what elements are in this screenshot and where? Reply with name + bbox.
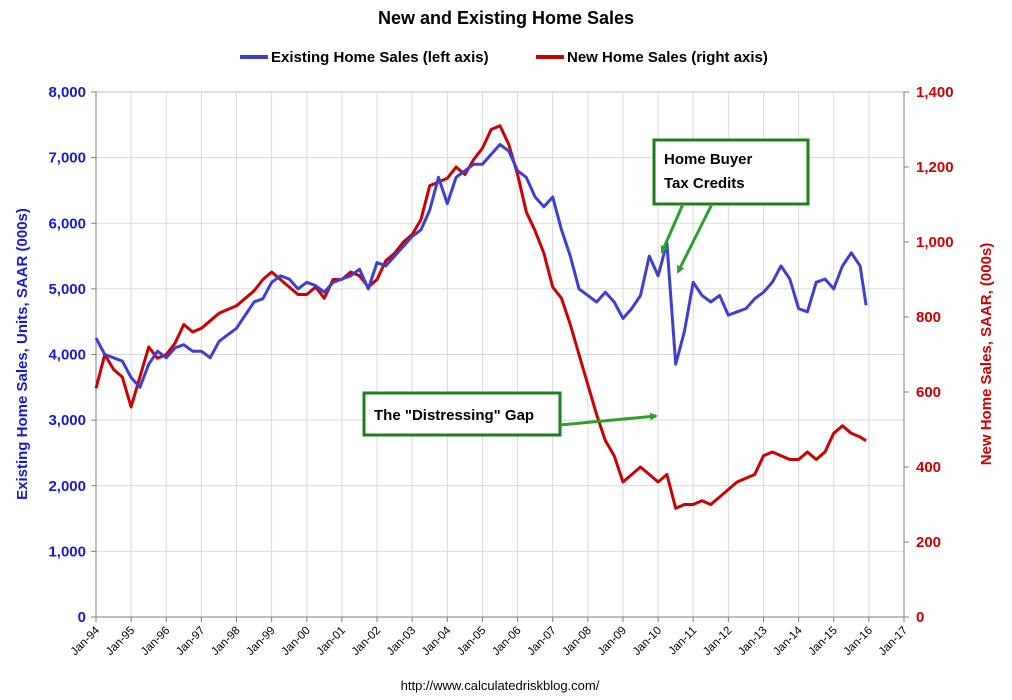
- legend-label-existing: Existing Home Sales (left axis): [271, 49, 489, 66]
- y-left-tick-label: 7,000: [48, 150, 86, 167]
- x-tick-label: Jan-03: [385, 625, 418, 658]
- annotation-box-distressing-gap: [362, 391, 562, 437]
- annotation-tax-credits-line2: Tax Credits: [664, 175, 745, 192]
- y-left-tick-label: 0: [78, 609, 86, 626]
- y-left-tick-label: 8,000: [48, 84, 86, 101]
- x-tick-label: Jan-07: [525, 625, 558, 658]
- arrow-tax-credit-first: [660, 203, 685, 254]
- annotation-distressing-gap: The "Distressing" Gap: [362, 391, 658, 437]
- x-tick-label: Jan-98: [209, 625, 242, 658]
- y-left-tick-label: 4,000: [48, 347, 86, 364]
- series-line-new-home-sales: [94, 124, 867, 510]
- arrow-distressing-gap: [559, 412, 658, 427]
- left-axis-ticks: 0 1,000 2,000 3,000 4,000 5,000 6,000 7,000 8,00…: [48, 84, 96, 626]
- annotation-tax-credits-line1: Home Buyer: [664, 151, 753, 168]
- legend-label-new: New Home Sales (right axis): [567, 49, 768, 66]
- x-tick-label: Jan-10: [631, 625, 664, 658]
- y-right-tick-label: 0: [916, 609, 924, 626]
- horizontal-gridlines: [96, 157, 904, 552]
- source-url: http://www.calculatedriskblog.com/: [401, 678, 600, 693]
- series-line-existing-home-sales: [94, 143, 868, 389]
- y-right-tick-label: 400: [916, 459, 941, 476]
- y-right-tick-label: 200: [916, 534, 941, 551]
- annotation-box-tax-credits: [652, 138, 810, 206]
- x-tick-label: Jan-12: [701, 625, 734, 658]
- x-tick-label: Jan-96: [139, 625, 172, 658]
- annotation-tax-credits: Home Buyer Tax Credits: [652, 138, 810, 274]
- x-tick-label: Jan-99: [244, 625, 277, 658]
- x-tick-label: Jan-04: [420, 624, 454, 658]
- y-left-tick-label: 1,000: [48, 543, 86, 560]
- x-tick-label: Jan-14: [771, 624, 805, 658]
- x-tick-label: Jan-08: [561, 625, 594, 658]
- x-tick-label: Jan-02: [350, 625, 383, 658]
- x-tick-label: Jan-95: [104, 625, 137, 658]
- y-right-tick-label: 800: [916, 309, 941, 326]
- x-tick-label: Jan-16: [842, 625, 875, 658]
- x-tick-label: Jan-97: [174, 625, 207, 658]
- x-axis-ticks: Jan-94 Jan-95 Jan-96 Jan-97 Jan-98 Jan-99 Jan-…: [69, 617, 910, 658]
- legend: Existing Home Sales (left axis) New Home…: [240, 49, 768, 66]
- y-right-tick-label: 1,000: [916, 234, 954, 251]
- chart-title: New and Existing Home Sales: [378, 8, 634, 28]
- x-tick-label: Jan-94: [69, 624, 103, 658]
- x-tick-label: Jan-01: [315, 625, 348, 658]
- y-right-tick-label: 1,400: [916, 84, 954, 101]
- right-axis-label: New Home Sales, SAAR, (000s): [978, 243, 995, 466]
- y-right-tick-label: 600: [916, 384, 941, 401]
- y-left-tick-label: 5,000: [48, 281, 86, 298]
- x-tick-label: Jan-13: [736, 625, 769, 658]
- right-axis-ticks: 0 200 400 600 800 1,000 1,200 1,400: [904, 84, 954, 626]
- x-tick-label: Jan-15: [807, 625, 840, 658]
- y-right-tick-label: 1,200: [916, 159, 954, 176]
- y-left-tick-label: 3,000: [48, 412, 86, 429]
- x-tick-label: Jan-17: [877, 625, 910, 658]
- y-left-tick-label: 6,000: [48, 215, 86, 232]
- x-tick-label: Jan-06: [490, 625, 523, 658]
- arrow-tax-credit-second: [676, 203, 714, 274]
- x-tick-label: Jan-00: [280, 625, 313, 658]
- x-tick-label: Jan-11: [667, 625, 700, 658]
- left-axis-label: Existing Home Sales, Units, SAAR (000s): [14, 208, 31, 500]
- annotation-distressing-gap-text: The "Distressing" Gap: [374, 407, 534, 424]
- x-tick-label: Jan-09: [596, 625, 629, 658]
- x-tick-label: Jan-05: [455, 625, 488, 658]
- y-left-tick-label: 2,000: [48, 478, 86, 495]
